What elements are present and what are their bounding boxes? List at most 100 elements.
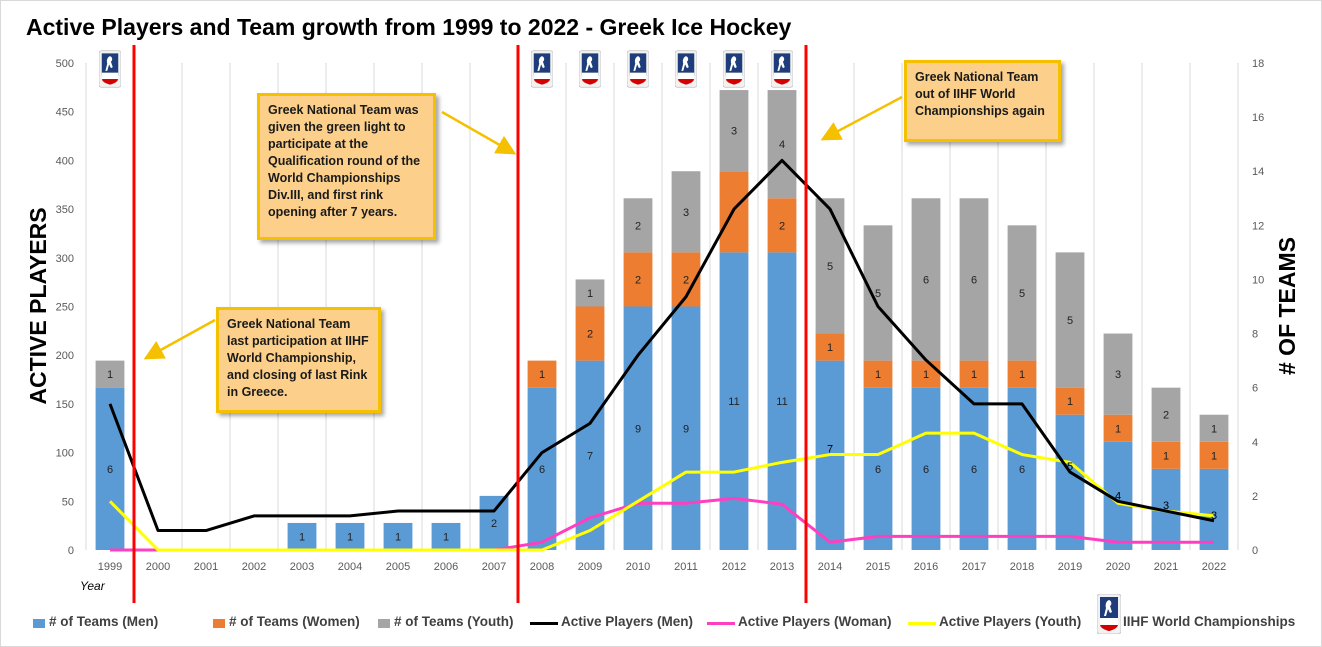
- y-tick-left: 350: [56, 204, 74, 216]
- bar-data-label: 4: [779, 139, 785, 151]
- bar-segment: [1007, 387, 1037, 550]
- y-tick-left: 500: [56, 58, 74, 70]
- bar-data-label: 11: [776, 396, 787, 408]
- y-tick-right: 14: [1252, 166, 1264, 178]
- y-tick-right: 16: [1252, 112, 1264, 124]
- bar-segment: [95, 360, 125, 388]
- x-tick: 2000: [146, 561, 170, 573]
- bar-segment: [959, 198, 989, 361]
- bar-data-label: 1: [1211, 423, 1217, 435]
- x-axis-title: Year: [80, 579, 106, 593]
- bar-data-label: 1: [1019, 369, 1025, 381]
- x-tick: 2014: [818, 561, 842, 573]
- bar-segment: [527, 360, 557, 388]
- x-tick: 2013: [770, 561, 794, 573]
- iihf-logo-icon: [771, 50, 793, 88]
- line-data-label: 5: [1067, 461, 1073, 473]
- annotation-2007: Greek National Team was given the green …: [257, 93, 436, 240]
- bar-segment: [1103, 333, 1133, 415]
- legend-swatch: [213, 619, 225, 628]
- x-tick: 2005: [386, 561, 410, 573]
- bar-segment: [1007, 225, 1037, 361]
- x-tick: 2002: [242, 561, 266, 573]
- bar-segment: [575, 279, 605, 307]
- bar-data-label: 6: [923, 274, 929, 286]
- bar-data-label: 7: [587, 450, 593, 462]
- iihf-logo-icon: [627, 50, 649, 88]
- bar-data-label: 2: [635, 220, 641, 232]
- bar-data-label: 1: [539, 369, 545, 381]
- x-tick: 2001: [194, 561, 218, 573]
- bar-segment: [1103, 414, 1133, 442]
- bar-segment: [671, 171, 701, 253]
- bar-segment: [623, 198, 653, 253]
- bar-segment: [911, 360, 941, 388]
- bar-data-label: 3: [731, 126, 737, 138]
- y-axis-title-left: ACTIVE PLAYERS: [25, 207, 51, 404]
- line-data-label: 3: [1163, 500, 1169, 512]
- bar-data-label: 1: [347, 531, 353, 543]
- bar-segment: [863, 387, 893, 550]
- bar-segment: [815, 198, 845, 334]
- y-tick-right: 2: [1252, 491, 1258, 503]
- iihf-logo-icon: [531, 50, 553, 88]
- bar-segment: [1007, 360, 1037, 388]
- x-tick: 2004: [338, 561, 362, 573]
- bar-segment: [815, 333, 845, 361]
- y-tick-left: 50: [62, 496, 74, 508]
- bar-segment: [1151, 441, 1181, 469]
- y-tick-right: 4: [1252, 437, 1258, 449]
- chart-title: Active Players and Team growth from 1999…: [26, 14, 792, 40]
- bar-segment: [95, 387, 125, 550]
- bar-segment: [911, 387, 941, 550]
- bar-data-label: 5: [875, 288, 881, 300]
- bar-segment: [959, 360, 989, 388]
- bar-data-label: 3: [683, 207, 689, 219]
- bar-data-label: 1: [587, 288, 593, 300]
- x-tick: 2020: [1106, 561, 1130, 573]
- annotation-arrow: [441, 110, 517, 155]
- bar-segment: [623, 252, 653, 307]
- bar-data-label: 1: [1115, 423, 1121, 435]
- bar-data-label: 1: [1211, 450, 1217, 462]
- bar-data-label: 1: [1067, 396, 1073, 408]
- bar-segment: [1199, 414, 1229, 442]
- x-tick: 2018: [1010, 561, 1034, 573]
- x-tick: 2009: [578, 561, 602, 573]
- iihf-logo-icon: [579, 50, 601, 88]
- bar-data-label: 1: [107, 369, 113, 381]
- bar-data-label: 1: [971, 369, 977, 381]
- y-tick-right: 12: [1252, 220, 1264, 232]
- bar-segment: [863, 360, 893, 388]
- bar-segment: [767, 252, 797, 550]
- x-tick: 2007: [482, 561, 506, 573]
- line-data-label: 4: [1115, 490, 1121, 502]
- bar-data-label: 6: [875, 464, 881, 476]
- y-axis-title-right: # OF TEAMS: [1274, 237, 1300, 375]
- legend-swatch: [378, 619, 390, 628]
- line-data-label: 7: [827, 444, 833, 456]
- legend-swatch: [33, 619, 45, 628]
- bar-data-label: 2: [779, 220, 785, 232]
- y-tick-right: 10: [1252, 274, 1264, 286]
- bar-data-label: 2: [587, 329, 593, 341]
- annotation-arrow: [143, 318, 216, 360]
- x-tick: 2016: [914, 561, 938, 573]
- x-tick: 2017: [962, 561, 986, 573]
- bar-data-label: 3: [1115, 369, 1121, 381]
- series-line: [108, 158, 1215, 533]
- bar-segment: [863, 225, 893, 361]
- y-tick-left: 150: [56, 399, 74, 411]
- annotation-1999: Greek National Team last participation a…: [216, 307, 381, 413]
- bar-segment: [911, 198, 941, 361]
- y-tick-left: 450: [56, 107, 74, 119]
- iihf-logo-icon: [99, 50, 121, 88]
- x-tick: 2019: [1058, 561, 1082, 573]
- bar-data-label: 1: [875, 369, 881, 381]
- x-tick: 2006: [434, 561, 458, 573]
- line-data-label: 3: [1211, 510, 1217, 522]
- y-tick-left: 0: [68, 545, 74, 557]
- bar-segment: [719, 90, 749, 172]
- x-tick: 2012: [722, 561, 746, 573]
